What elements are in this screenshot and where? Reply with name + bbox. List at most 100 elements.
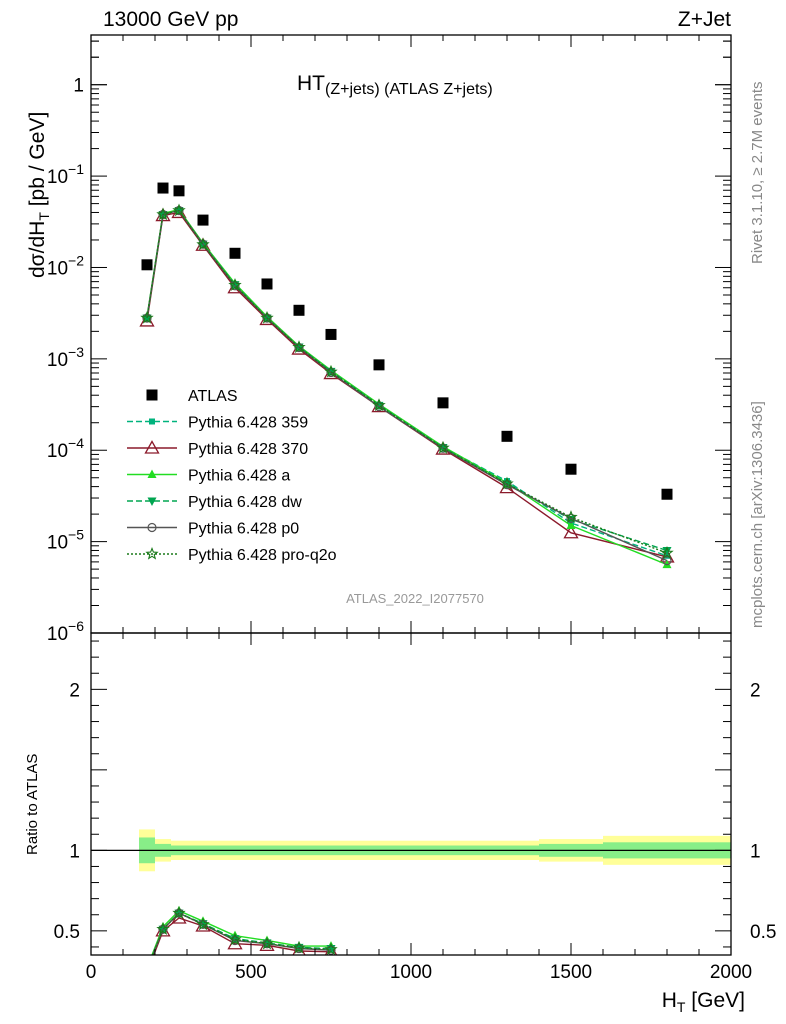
data-point	[230, 281, 240, 291]
legend-marker	[145, 546, 159, 560]
legend-label: Pythia 6.428 dw	[188, 494, 302, 511]
data-point	[438, 443, 448, 453]
data-point	[662, 559, 672, 569]
data-point	[502, 480, 512, 490]
legend-marker	[147, 469, 157, 478]
ratio-point	[228, 932, 242, 946]
data-point	[196, 237, 210, 251]
data-point	[229, 247, 241, 259]
series-pythia-6-428-pro-q2o	[140, 203, 674, 559]
data-point	[563, 524, 579, 539]
ratio-point	[324, 942, 338, 955]
data-point	[437, 397, 449, 409]
legend-label: Pythia 6.428 pro-q2o	[188, 547, 337, 564]
x-tick-label: 0	[86, 962, 97, 983]
legend-item-pythia-6-428-pro-q2o: Pythia 6.428 pro-q2o	[127, 546, 337, 564]
y-tick-label: 1	[73, 76, 84, 97]
legend-item-atlas: ATLAS	[146, 388, 238, 405]
y-tick-label: 10−2	[47, 252, 84, 279]
y-tick-label-right: 1	[750, 841, 761, 862]
y-axis-label-main: dσ/dHT [pb / GeV]	[26, 112, 52, 278]
y-tick-label: 10−3	[47, 344, 84, 371]
y-tick-label-right: 2	[750, 680, 761, 701]
x-tick-label: 500	[235, 962, 267, 983]
data-point	[325, 328, 337, 340]
data-point	[326, 367, 336, 378]
main-plot-frame	[90, 34, 732, 634]
ratio-point	[292, 940, 306, 954]
rivet-version-label: Rivet 3.1.10, ≥ 2.7M events	[749, 82, 766, 265]
series-line-pythia-6-428-pro-q2o	[146, 209, 668, 554]
ratio-plot-frame	[90, 632, 732, 956]
data-point	[156, 207, 170, 221]
data-point	[661, 488, 673, 500]
series-atlas	[141, 182, 673, 500]
process-label: Z+Jet	[678, 8, 731, 31]
legend-item-pythia-6-428-a: Pythia 6.428 a	[127, 468, 290, 485]
data-point	[140, 310, 154, 324]
x-tick-label: 1500	[550, 962, 592, 983]
ratio-point	[260, 936, 274, 950]
data-point	[501, 430, 513, 442]
legend: ATLAS Pythia 6.428 359 Pythia 6.428 370 Pyt…	[127, 388, 337, 564]
data-point	[662, 546, 672, 556]
legend-marker	[149, 418, 155, 425]
data-point	[374, 402, 384, 412]
data-point	[261, 278, 273, 290]
data-point	[660, 545, 674, 559]
data-point	[500, 476, 514, 490]
y-axis-label-ratio: Ratio to ATLAS	[24, 754, 41, 855]
legend-label: Pythia 6.428 359	[188, 415, 308, 432]
ratio-point	[196, 917, 210, 931]
x-axis-label: HT [GeV]	[662, 989, 745, 1015]
ratio-curves	[151, 905, 338, 955]
ratio-line-pythia-6-428-a	[151, 909, 331, 955]
data-point	[294, 342, 304, 353]
legend-marker	[144, 440, 160, 454]
y-tick-label: 10−4	[47, 435, 84, 462]
y-tick-label-left: 0.5	[54, 922, 80, 943]
data-point	[565, 463, 577, 475]
series-pythia-6-428-a	[142, 204, 672, 569]
legend-label: Pythia 6.428 370	[188, 441, 308, 458]
legend-label: ATLAS	[188, 388, 238, 405]
data-point	[260, 310, 274, 324]
data-point	[373, 359, 385, 371]
ratio-point	[324, 943, 338, 955]
y-tick-label: 10−5	[47, 527, 84, 554]
data-point	[293, 304, 305, 316]
ratio-point	[326, 945, 336, 955]
data-point	[197, 214, 209, 226]
legend-label: Pythia 6.428 a	[188, 468, 290, 485]
data-point	[564, 510, 578, 523]
legend-label: Pythia 6.428 p0	[188, 521, 299, 538]
ratio-series-pythia-6-428-pro-q2o	[152, 906, 338, 955]
x-tick-label: 2000	[710, 962, 752, 983]
data-point	[662, 555, 672, 566]
main-panel: 1 10−1 10−2 10−3 10−4 10−5 10−6 HT(Z+jets) (AT…	[47, 34, 732, 645]
legend-marker	[147, 497, 157, 506]
data-point	[228, 278, 242, 291]
data-point	[141, 259, 153, 271]
y-tick-label-right: 0.5	[750, 922, 776, 943]
y-tick-label: 10−6	[47, 618, 84, 645]
ratio-point	[156, 922, 170, 936]
legend-marker	[147, 522, 157, 533]
y-tick-label-left: 2	[69, 680, 80, 701]
analysis-id-label: ATLAS_2022_I2077570	[346, 591, 484, 606]
ratio-panel: 0 500 1000 1500 2000 0.5 0.5 1 1 2 2	[54, 621, 776, 983]
ratio-point	[172, 906, 186, 919]
legend-item-pythia-6-428-dw: Pythia 6.428 dw	[127, 494, 302, 511]
collision-energy-label: 13000 GeV pp	[103, 8, 238, 31]
data-point	[566, 520, 576, 530]
data-point	[436, 440, 450, 454]
y-tick-label: 10−1	[47, 161, 84, 188]
legend-item-pythia-6-428-359: Pythia 6.428 359	[127, 415, 308, 432]
data-point	[292, 340, 306, 354]
mcplots-credit-label: mcplots.cern.ch [arXiv:1306.3436]	[749, 401, 766, 628]
data-point	[172, 203, 186, 217]
legend-marker	[146, 389, 158, 401]
data-point	[324, 364, 338, 378]
y-tick-label-left: 1	[69, 841, 80, 862]
